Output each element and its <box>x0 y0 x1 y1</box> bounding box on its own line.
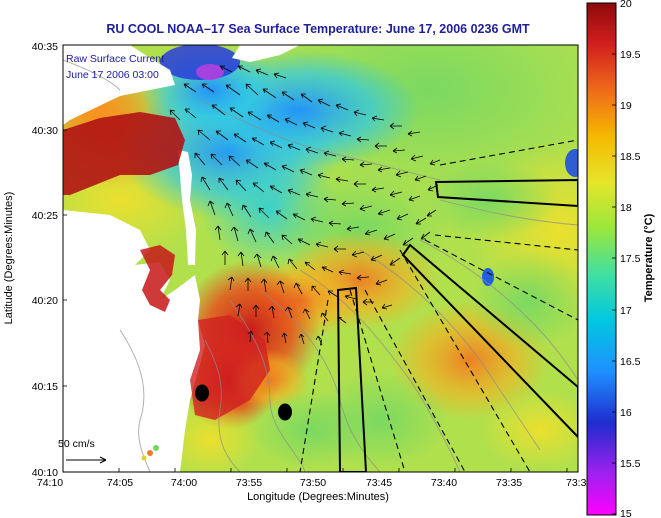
y-tick-label: 40:25 <box>32 210 58 222</box>
y-tick-label: 40:20 <box>32 295 58 307</box>
colorbar-tick-label: 20 <box>620 0 632 10</box>
land-sandy-hook <box>178 150 196 265</box>
colorbar-tick-label: 15 <box>620 508 632 518</box>
land-new-jersey <box>63 210 205 472</box>
x-axis-label: Longitude (Degrees:Minutes) <box>247 491 389 503</box>
y-tick-label: 40:15 <box>32 381 58 393</box>
buoy-marker-east <box>278 403 292 421</box>
land-staten-island <box>63 45 175 125</box>
x-tick-label: 73:50 <box>300 477 326 489</box>
sst-field <box>63 45 578 472</box>
colorbar-tick-label: 16.5 <box>620 356 641 368</box>
colorbar: 20 19.5 19 18.5 18 17.5 17 16.5 16 15.5 … <box>586 0 655 518</box>
radar-sector-lines <box>299 139 578 472</box>
legend-line-1: Raw Surface Current <box>66 53 164 65</box>
x-tick-label: 74:05 <box>107 477 133 489</box>
colorbar-tick-label: 18 <box>620 202 632 214</box>
land-long-island-tip <box>232 45 300 62</box>
map-frame <box>62 44 579 473</box>
colorbar-gradient <box>586 2 617 516</box>
y-axis-label: Latitude (Degrees:Minutes) <box>3 192 15 325</box>
colorbar-label: Temperature (°C) <box>643 213 655 302</box>
small-sst-patch <box>141 445 159 461</box>
colorbar-tick-label: 17 <box>620 305 632 317</box>
y-tick-label: 40:35 <box>32 41 58 53</box>
x-tick-label: 74:00 <box>171 477 197 489</box>
x-tick-label: 73:55 <box>236 477 262 489</box>
colorbar-tick-label: 16 <box>620 407 632 419</box>
x-tick-label: 74:10 <box>37 477 63 489</box>
x-tick-label: 73:35 <box>496 477 522 489</box>
figure-title: RU COOL NOAA–17 Sea Surface Temperature:… <box>106 22 530 36</box>
y-tick-label: 40:10 <box>32 467 58 479</box>
x-tick-label: 73:40 <box>431 477 457 489</box>
colorbar-tick-label: 15.5 <box>620 458 641 470</box>
velocity-scale-label: 50 cm/s <box>58 438 95 450</box>
colorbar-tick-label: 18.5 <box>620 151 641 163</box>
colorbar-tick-label: 19 <box>620 100 632 112</box>
axis-ticks <box>62 44 568 473</box>
colorbar-tick-label: 17.5 <box>620 253 641 265</box>
x-tick-label: 73:3 <box>566 477 587 489</box>
x-tick-label: 73:45 <box>366 477 392 489</box>
velocity-scale: 50 cm/s <box>58 438 107 464</box>
colorbar-tick-label: 19.5 <box>620 49 641 61</box>
legend-line-2: June 17 2006 03:00 <box>66 69 159 81</box>
surface-current-vectors <box>169 65 441 346</box>
buoy-marker-west <box>195 384 209 402</box>
y-tick-label: 40:30 <box>32 125 58 137</box>
